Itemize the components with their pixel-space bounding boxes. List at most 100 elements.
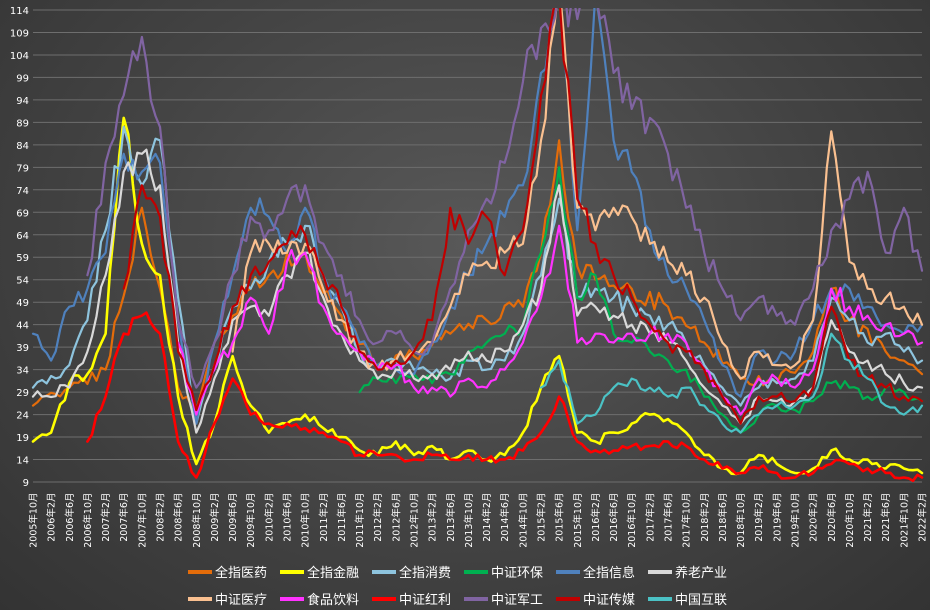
x-tick-label: 2012年10月 — [409, 493, 421, 548]
x-tick-label: 2007年10月 — [136, 493, 148, 548]
x-tick-label: 2010年2月 — [263, 493, 275, 542]
legend: 全指医药 全指金融 全指消费 中证环保 全指信息 养老产业中证医疗 食品饮料 中证红利 中证军工… — [188, 562, 748, 608]
legend-label: 中证环保 — [491, 566, 544, 581]
x-tick-label: 2017年6月 — [663, 493, 675, 542]
series-line-6 — [231, 8, 924, 380]
x-tick-label: 2015年6月 — [554, 493, 566, 542]
legend-swatch — [648, 569, 672, 574]
y-tick-label: 39 — [16, 343, 29, 354]
x-tick-label: 2008年2月 — [155, 493, 167, 542]
x-tick-label: 2012年6月 — [390, 493, 402, 542]
y-tick-label: 64 — [16, 231, 29, 242]
series-line-2 — [31, 125, 924, 425]
x-tick-label: 2019年2月 — [753, 493, 765, 542]
x-tick-label: 2020年2月 — [808, 493, 820, 542]
x-tick-label: 2018年2月 — [699, 493, 711, 542]
legend-label: 中国互联 — [675, 593, 728, 608]
x-tick-label: 2013年6月 — [445, 493, 457, 542]
x-tick-label: 2022年2月 — [917, 493, 929, 542]
legend-label: 全指医药 — [215, 566, 268, 581]
legend-item: 全指消费 — [372, 562, 464, 581]
legend-item: 全指信息 — [556, 562, 648, 581]
x-tick-label: 2008年10月 — [191, 493, 203, 548]
y-tick-label: 44 — [16, 321, 29, 332]
y-axis: 9 14 19 24 29 34 39 44 49 54 59 64 69 74 79 84 89 94 99 104… — [10, 6, 29, 489]
y-tick-label: 69 — [16, 208, 29, 219]
x-tick-label: 2015年10月 — [572, 493, 584, 548]
x-tick-label: 2007年2月 — [100, 493, 112, 542]
x-tick-label: 2009年10月 — [245, 493, 257, 548]
legend-label: 养老产业 — [675, 566, 728, 581]
x-tick-label: 2010年6月 — [282, 493, 294, 542]
y-tick-label: 24 — [16, 411, 29, 422]
x-tick-label: 2013年2月 — [427, 493, 439, 542]
y-tick-label: 29 — [16, 388, 29, 399]
legend-label: 中证红利 — [399, 593, 452, 608]
legend-item: 中国互联 — [648, 589, 744, 608]
legend-swatch — [372, 596, 396, 601]
legend-swatch — [556, 569, 580, 574]
legend-label: 全指信息 — [583, 566, 636, 581]
x-tick-label: 2014年2月 — [481, 492, 493, 541]
x-tick-label: 2021年10月 — [898, 493, 910, 548]
legend-label: 食品饮料 — [307, 593, 360, 608]
x-tick-label: 2009年6月 — [227, 493, 239, 542]
x-tick-label: 2014年6月 — [499, 493, 511, 542]
y-tick-label: 104 — [10, 51, 29, 62]
y-tick-label: 49 — [16, 298, 29, 309]
y-tick-label: 89 — [16, 118, 29, 129]
x-tick-label: 2012年2月 — [372, 493, 384, 542]
y-tick-label: 9 — [23, 478, 29, 489]
x-tick-label: 2020年6月 — [826, 493, 838, 542]
x-tick-label: 2019年10月 — [790, 493, 802, 548]
legend-item: 养老产业 — [648, 562, 744, 581]
x-tick-label: 2016年10月 — [626, 493, 638, 548]
y-tick-label: 74 — [16, 186, 29, 197]
x-tick-label: 2015年2月 — [536, 493, 548, 542]
x-tick-label: 2017年2月 — [644, 493, 656, 542]
legend-label: 中证军工 — [491, 593, 544, 608]
y-tick-label: 114 — [10, 6, 29, 17]
x-tick-label: 2017年10月 — [681, 493, 693, 548]
series-line-1 — [31, 116, 924, 476]
series-line-10 — [122, 8, 924, 425]
legend-item: 全指金融 — [280, 562, 372, 581]
x-tick-label: 2016年2月 — [590, 493, 602, 542]
x-tick-label: 2010年10月 — [300, 493, 312, 548]
x-tick-label: 2021年6月 — [880, 493, 892, 542]
legend-swatch — [372, 569, 396, 574]
y-tick-label: 84 — [16, 141, 29, 152]
legend-label: 全指消费 — [399, 566, 452, 581]
x-tick-label: 2006年2月 — [46, 493, 58, 542]
legend-item: 中证传媒 — [556, 589, 648, 608]
x-tick-label: 2011年6月 — [336, 493, 348, 542]
x-tick-label: 2019年6月 — [771, 493, 783, 542]
y-tick-label: 94 — [16, 96, 29, 107]
legend-label: 中证传媒 — [583, 593, 636, 608]
legend-swatch — [280, 569, 304, 574]
y-tick-label: 79 — [16, 163, 29, 174]
legend-item: 中证医疗 — [188, 589, 280, 608]
x-tick-label: 2018年10月 — [735, 493, 747, 548]
x-tick-label: 2009年2月 — [209, 493, 221, 542]
legend-swatch — [556, 596, 580, 601]
x-tick-label: 2016年6月 — [608, 493, 620, 542]
series-line-9 — [86, 8, 924, 389]
x-axis: 2005年10月 2006年2月 2006年6月 2006年10月 2007年2月 200… — [28, 492, 929, 547]
y-tick-label: 59 — [16, 253, 29, 264]
legend-swatch — [648, 596, 672, 601]
series-line-11 — [539, 332, 924, 434]
x-tick-label: 2014年10月 — [517, 493, 529, 548]
legend-item: 中证环保 — [464, 562, 556, 581]
series-line-4 — [31, 8, 924, 425]
legend-item: 中证红利 — [372, 589, 464, 608]
x-tick-label: 2007年6月 — [118, 493, 130, 542]
plot-area — [31, 8, 924, 483]
x-tick-label: 2013年10月 — [463, 493, 475, 548]
x-tick-label: 2018年6月 — [717, 493, 729, 542]
x-tick-label: 2005年10月 — [28, 493, 40, 548]
legend-label: 中证医疗 — [215, 593, 268, 608]
y-tick-label: 14 — [16, 456, 29, 467]
y-tick-label: 19 — [16, 433, 29, 444]
